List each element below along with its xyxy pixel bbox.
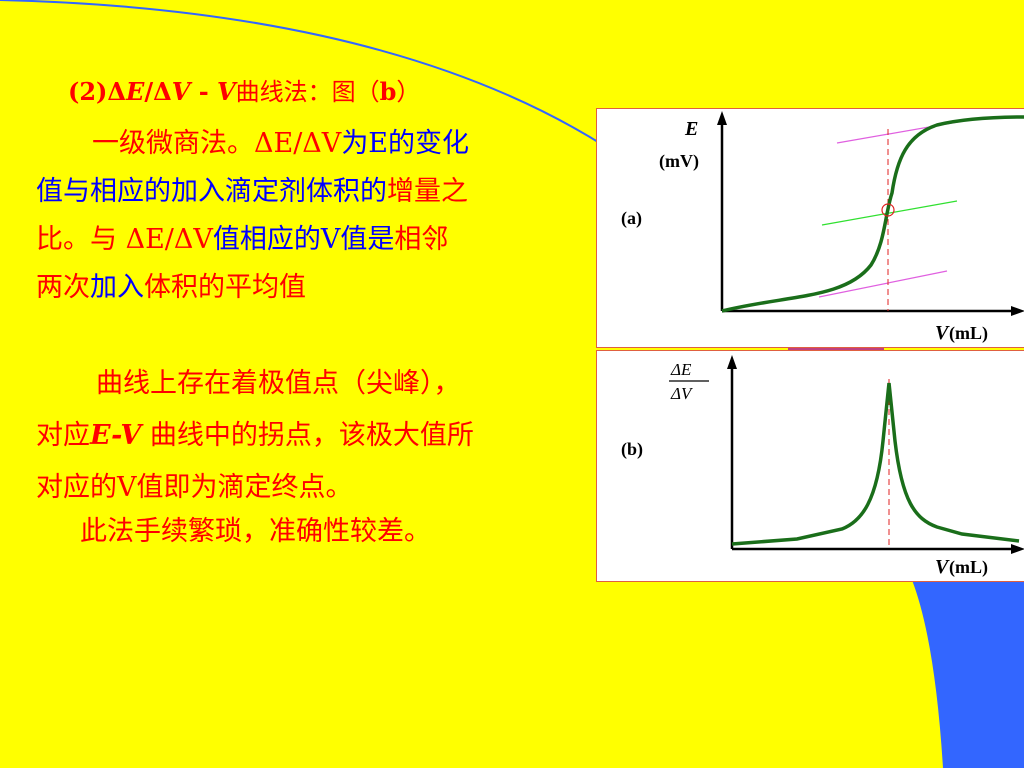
para1-line3: 比。与 ΔE/ΔV值相应的V值是相邻 [36, 214, 448, 266]
figure-b-ylabel-num: ΔE [670, 360, 692, 379]
figure-a-xunit: (mL) [949, 323, 988, 344]
heading: (2)ΔE/ΔV - V曲线法：图（b） [68, 70, 420, 114]
heading-close: ） [396, 78, 421, 106]
para1-line1: 一级微商法。ΔE/ΔV为E的变化 [92, 118, 469, 170]
para1-text-i: 加入 [90, 272, 144, 303]
figure-b-plot: (b) ΔE ΔV V (mL) [621, 355, 1024, 578]
para1-text-g: 相邻 [394, 224, 449, 255]
heading-dash: - [190, 77, 218, 106]
figure-a-curve [721, 115, 1024, 313]
para1-line4: 两次加入体积的平均值 [36, 262, 306, 314]
decor-arc [0, 0, 641, 171]
para2-line4: 此法手续繁琐，准确性较差。 [80, 516, 431, 547]
figure-b: (b) ΔE ΔV V (mL) [596, 350, 1024, 582]
para1-text-a: 一级微商法。ΔE/ΔV [92, 128, 342, 159]
para2-text-ev: E-V [90, 420, 142, 451]
figure-a: (a) E (mV) V (mL) [596, 108, 1024, 348]
figure-b-xunit: (mL) [949, 557, 988, 578]
figure-b-curve [731, 382, 1020, 546]
figure-a-label: (a) [621, 208, 642, 229]
figure-b-label: (b) [621, 439, 643, 460]
figure-a-y-arrow [717, 111, 727, 125]
heading-prefix: (2)Δ [68, 77, 127, 106]
figure-a-ylabel: E [684, 118, 698, 140]
figure-b-y-arrow [727, 355, 737, 369]
decor-blue-shape [912, 580, 1024, 768]
para1-text-e: 比。与 ΔE/ΔV [36, 224, 213, 255]
para2-text-c: 曲线中的拐点，该极大值所 [141, 420, 474, 451]
heading-v: V [171, 77, 191, 106]
para2-line1: 曲线上存在着极值点（尖峰）， [96, 368, 461, 399]
para1-text-h: 两次 [36, 272, 90, 303]
heading-v2: V [217, 77, 236, 106]
decor-bar [788, 346, 884, 351]
figure-a-inflection-marker [881, 203, 895, 217]
para2-line3: 对应的V值即为滴定终点。 [36, 472, 353, 503]
para2-line2: 对应E-V 曲线中的拐点，该极大值所 [36, 410, 474, 462]
figure-a-yunit: (mV) [659, 151, 699, 172]
heading-slash: /Δ [144, 77, 172, 106]
para1-text-c: 值与相应的加入滴定剂体积的 [36, 176, 387, 207]
figure-a-xlabel: V [935, 322, 950, 344]
figure-b-ylabel-den: ΔV [670, 384, 694, 403]
para1-text-b: 为E的变化 [341, 128, 470, 159]
para1-line2: 值与相应的加入滴定剂体积的增量之 [36, 166, 468, 218]
heading-e: E [126, 77, 145, 106]
para1-text-d: 增量之 [387, 176, 468, 207]
para2-text-a: 对应 [36, 420, 90, 451]
heading-fig: b [379, 77, 397, 106]
figure-a-plot: (a) E (mV) V (mL) [621, 111, 1024, 344]
para1-text-j: 体积的平均值 [144, 272, 306, 303]
heading-suffix: 曲线法：图（ [235, 78, 380, 106]
para1-text-f: 值相应的V值是 [212, 224, 395, 255]
figure-a-x-arrow [1011, 306, 1024, 316]
figure-a-tangent-bottom [818, 270, 948, 298]
figure-b-x-arrow [1011, 544, 1024, 554]
figure-a-tangent-mid [821, 200, 958, 226]
figure-b-xlabel: V [935, 556, 950, 578]
